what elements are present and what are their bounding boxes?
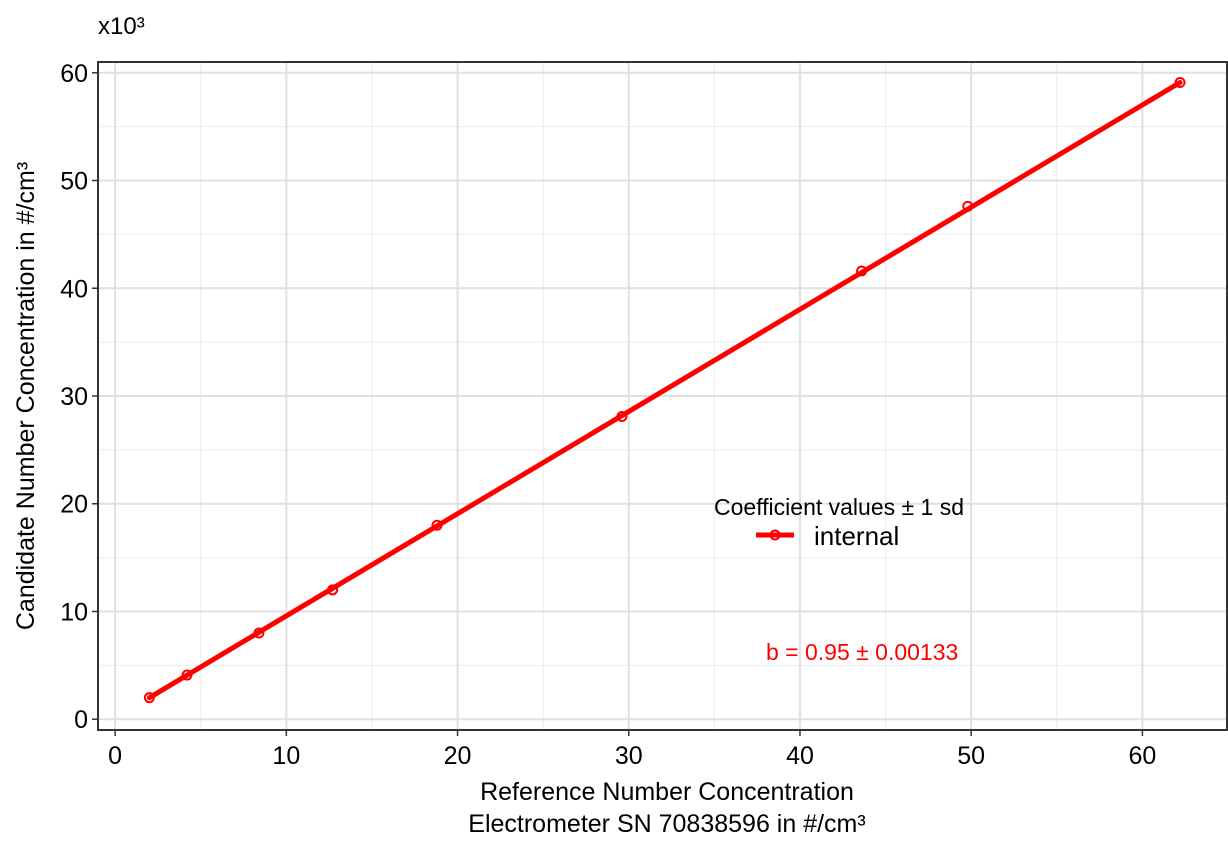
- x-axis-title-line1: Reference Number Concentration: [480, 778, 854, 806]
- legend-key-marker: [769, 529, 781, 541]
- y-tick-label: 50: [60, 168, 88, 196]
- data-point: [253, 627, 265, 639]
- data-point: [327, 584, 339, 596]
- x-tick-label: 30: [615, 742, 643, 770]
- panel-border: [97, 61, 1228, 731]
- data-point: [962, 200, 974, 212]
- data-point: [431, 519, 443, 531]
- legend-title: Coefficient values ± 1 sd: [714, 494, 964, 520]
- y-tick-label: 10: [60, 598, 88, 626]
- x-tick-label: 20: [444, 742, 472, 770]
- plot-area: 0 10 20 30 40 50 60 0 10 20 30 40 50 60: [60, 60, 1228, 770]
- data-point: [616, 410, 628, 422]
- y-tick-label: 30: [60, 383, 88, 411]
- x-tick-label: 40: [786, 742, 814, 770]
- y-axis-title: Candidate Number Concentration in #/cm³: [12, 162, 40, 630]
- x-tick-label: 50: [957, 742, 985, 770]
- y-tick-label: 0: [74, 706, 88, 734]
- data-point: [856, 265, 868, 277]
- data-point: [143, 692, 155, 704]
- coefficient-annotation: b = 0.95 ± 0.00133: [766, 639, 958, 665]
- x-axis-title-line2: Electrometer SN 70838596 in #/cm³: [468, 810, 865, 838]
- fit-line: [146, 79, 1183, 701]
- y-tick-label: 60: [60, 60, 88, 88]
- data-point: [181, 669, 193, 681]
- y-tick-label: 40: [60, 275, 88, 303]
- x-tick-label: 0: [108, 742, 122, 770]
- y-tick-label: 20: [60, 491, 88, 519]
- data-point: [1174, 76, 1186, 88]
- legend-entry-label: internal: [814, 521, 899, 551]
- x-tick-label: 60: [1128, 742, 1156, 770]
- x-tick-label: 10: [272, 742, 300, 770]
- y-axis-multiplier: x10³: [98, 13, 145, 40]
